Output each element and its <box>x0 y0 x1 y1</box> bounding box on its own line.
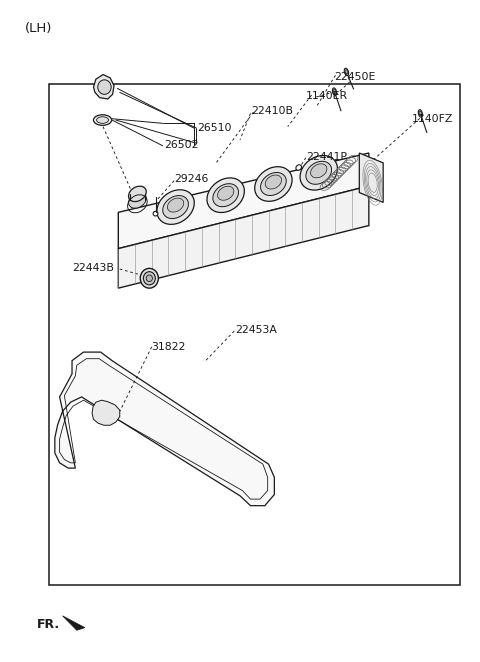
Text: 29246: 29246 <box>174 174 208 185</box>
Ellipse shape <box>333 89 336 94</box>
Ellipse shape <box>344 68 348 75</box>
Ellipse shape <box>300 156 337 190</box>
Ellipse shape <box>265 175 282 189</box>
Text: 1140FZ: 1140FZ <box>412 114 453 124</box>
Ellipse shape <box>163 195 189 218</box>
Ellipse shape <box>96 117 108 123</box>
Ellipse shape <box>296 165 301 170</box>
Ellipse shape <box>217 186 234 201</box>
Ellipse shape <box>255 167 292 201</box>
Polygon shape <box>118 186 369 288</box>
Text: 31822: 31822 <box>151 342 185 352</box>
Ellipse shape <box>306 162 332 184</box>
Bar <box>49 84 459 585</box>
Text: FR.: FR. <box>37 618 60 631</box>
Ellipse shape <box>146 275 153 281</box>
Ellipse shape <box>213 183 239 207</box>
Polygon shape <box>118 153 369 249</box>
Text: 1140ER: 1140ER <box>305 91 348 101</box>
Ellipse shape <box>207 178 244 213</box>
Ellipse shape <box>94 115 112 125</box>
Ellipse shape <box>419 111 422 116</box>
Polygon shape <box>94 75 114 99</box>
Ellipse shape <box>140 268 158 288</box>
Ellipse shape <box>332 88 336 95</box>
Ellipse shape <box>129 193 146 208</box>
Polygon shape <box>92 401 120 425</box>
Ellipse shape <box>153 211 158 216</box>
Text: (LH): (LH) <box>25 23 53 36</box>
Ellipse shape <box>418 110 422 117</box>
Text: 26510: 26510 <box>197 123 231 133</box>
Ellipse shape <box>98 80 111 95</box>
Text: 22441P: 22441P <box>306 152 347 162</box>
Polygon shape <box>360 153 383 203</box>
Polygon shape <box>55 352 275 506</box>
Text: 22410B: 22410B <box>251 107 293 117</box>
Ellipse shape <box>144 271 156 285</box>
Ellipse shape <box>345 70 348 74</box>
Ellipse shape <box>261 173 286 195</box>
Ellipse shape <box>168 198 184 212</box>
Text: 26502: 26502 <box>165 140 199 150</box>
Text: 22453A: 22453A <box>235 324 277 335</box>
Text: 22450E: 22450E <box>334 72 375 82</box>
Polygon shape <box>62 616 85 630</box>
Text: 22443B: 22443B <box>72 263 114 273</box>
Ellipse shape <box>157 190 194 224</box>
Ellipse shape <box>311 164 327 178</box>
Ellipse shape <box>129 186 146 202</box>
